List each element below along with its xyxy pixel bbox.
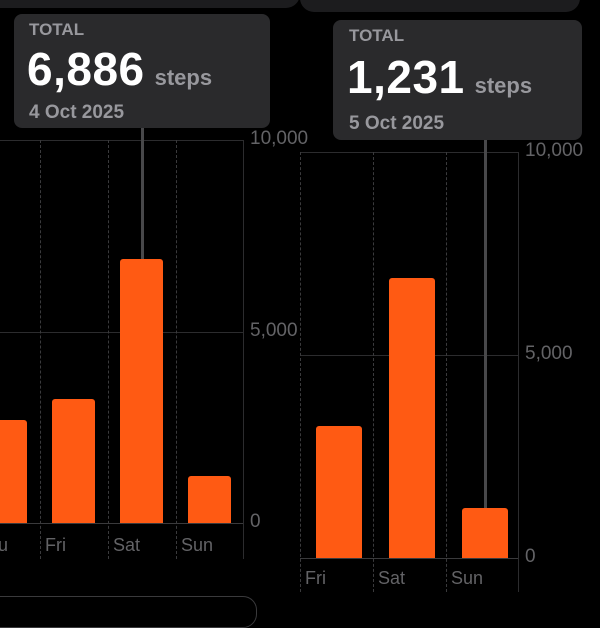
gridline: [300, 558, 518, 559]
column-divider: [108, 140, 109, 559]
card-bottom-left: [0, 596, 257, 628]
unit-label: steps: [154, 65, 213, 90]
bar-fri[interactable]: [52, 398, 95, 523]
tooltip-label: TOTAL: [349, 26, 405, 45]
gridline: [0, 140, 243, 141]
bar-sun[interactable]: [188, 475, 231, 523]
tooltip-label: TOTAL: [29, 20, 85, 39]
x-label: Fri: [305, 568, 326, 588]
unit-label: steps: [474, 73, 533, 98]
y-tick-label: 10,000: [250, 128, 309, 149]
bar-sun[interactable]: [462, 508, 508, 558]
bar-fri[interactable]: [316, 426, 362, 558]
x-label: Thu: [0, 535, 9, 555]
plot-right-edge: [243, 140, 244, 559]
x-label: Sat: [378, 568, 406, 588]
bar-sat[interactable]: [120, 259, 163, 523]
y-tick-label: 0: [250, 511, 261, 532]
selection-cursor: [484, 140, 487, 509]
x-label: Sun: [181, 535, 214, 555]
x-label: Sun: [451, 568, 484, 588]
plot-right-edge: [518, 152, 519, 592]
gridline: [300, 152, 518, 153]
tooltip-left: TOTAL 6,886 steps 4 Oct 2025: [14, 14, 270, 128]
column-divider: [373, 152, 374, 592]
tooltip-date: 4 Oct 2025: [29, 102, 125, 123]
column-divider: [446, 152, 447, 592]
column-divider: [300, 152, 301, 592]
x-label: Fri: [45, 535, 66, 555]
gridline: [0, 523, 243, 524]
card-top-right: [300, 0, 580, 12]
column-divider: [40, 140, 41, 559]
y-tick-label: 10,000: [525, 140, 584, 161]
total-steps: 6,886: [27, 43, 145, 95]
bar-thu[interactable]: [0, 419, 27, 523]
tooltip-value: 6,886 steps: [27, 42, 212, 96]
column-divider: [176, 140, 177, 559]
total-steps: 1,231: [347, 51, 465, 103]
y-tick-label: 5,000: [250, 319, 298, 341]
y-tick-label: 0: [525, 546, 536, 567]
tooltip-date: 5 Oct 2025: [349, 113, 445, 134]
card-top-left: [0, 0, 300, 8]
bar-sat[interactable]: [389, 278, 435, 558]
tooltip-right: TOTAL 1,231 steps 5 Oct 2025: [333, 20, 582, 140]
y-tick-label: 5,000: [525, 343, 573, 364]
x-label: Sat: [113, 535, 141, 555]
tooltip-value: 1,231 steps: [347, 50, 532, 104]
selection-cursor: [140, 128, 144, 260]
